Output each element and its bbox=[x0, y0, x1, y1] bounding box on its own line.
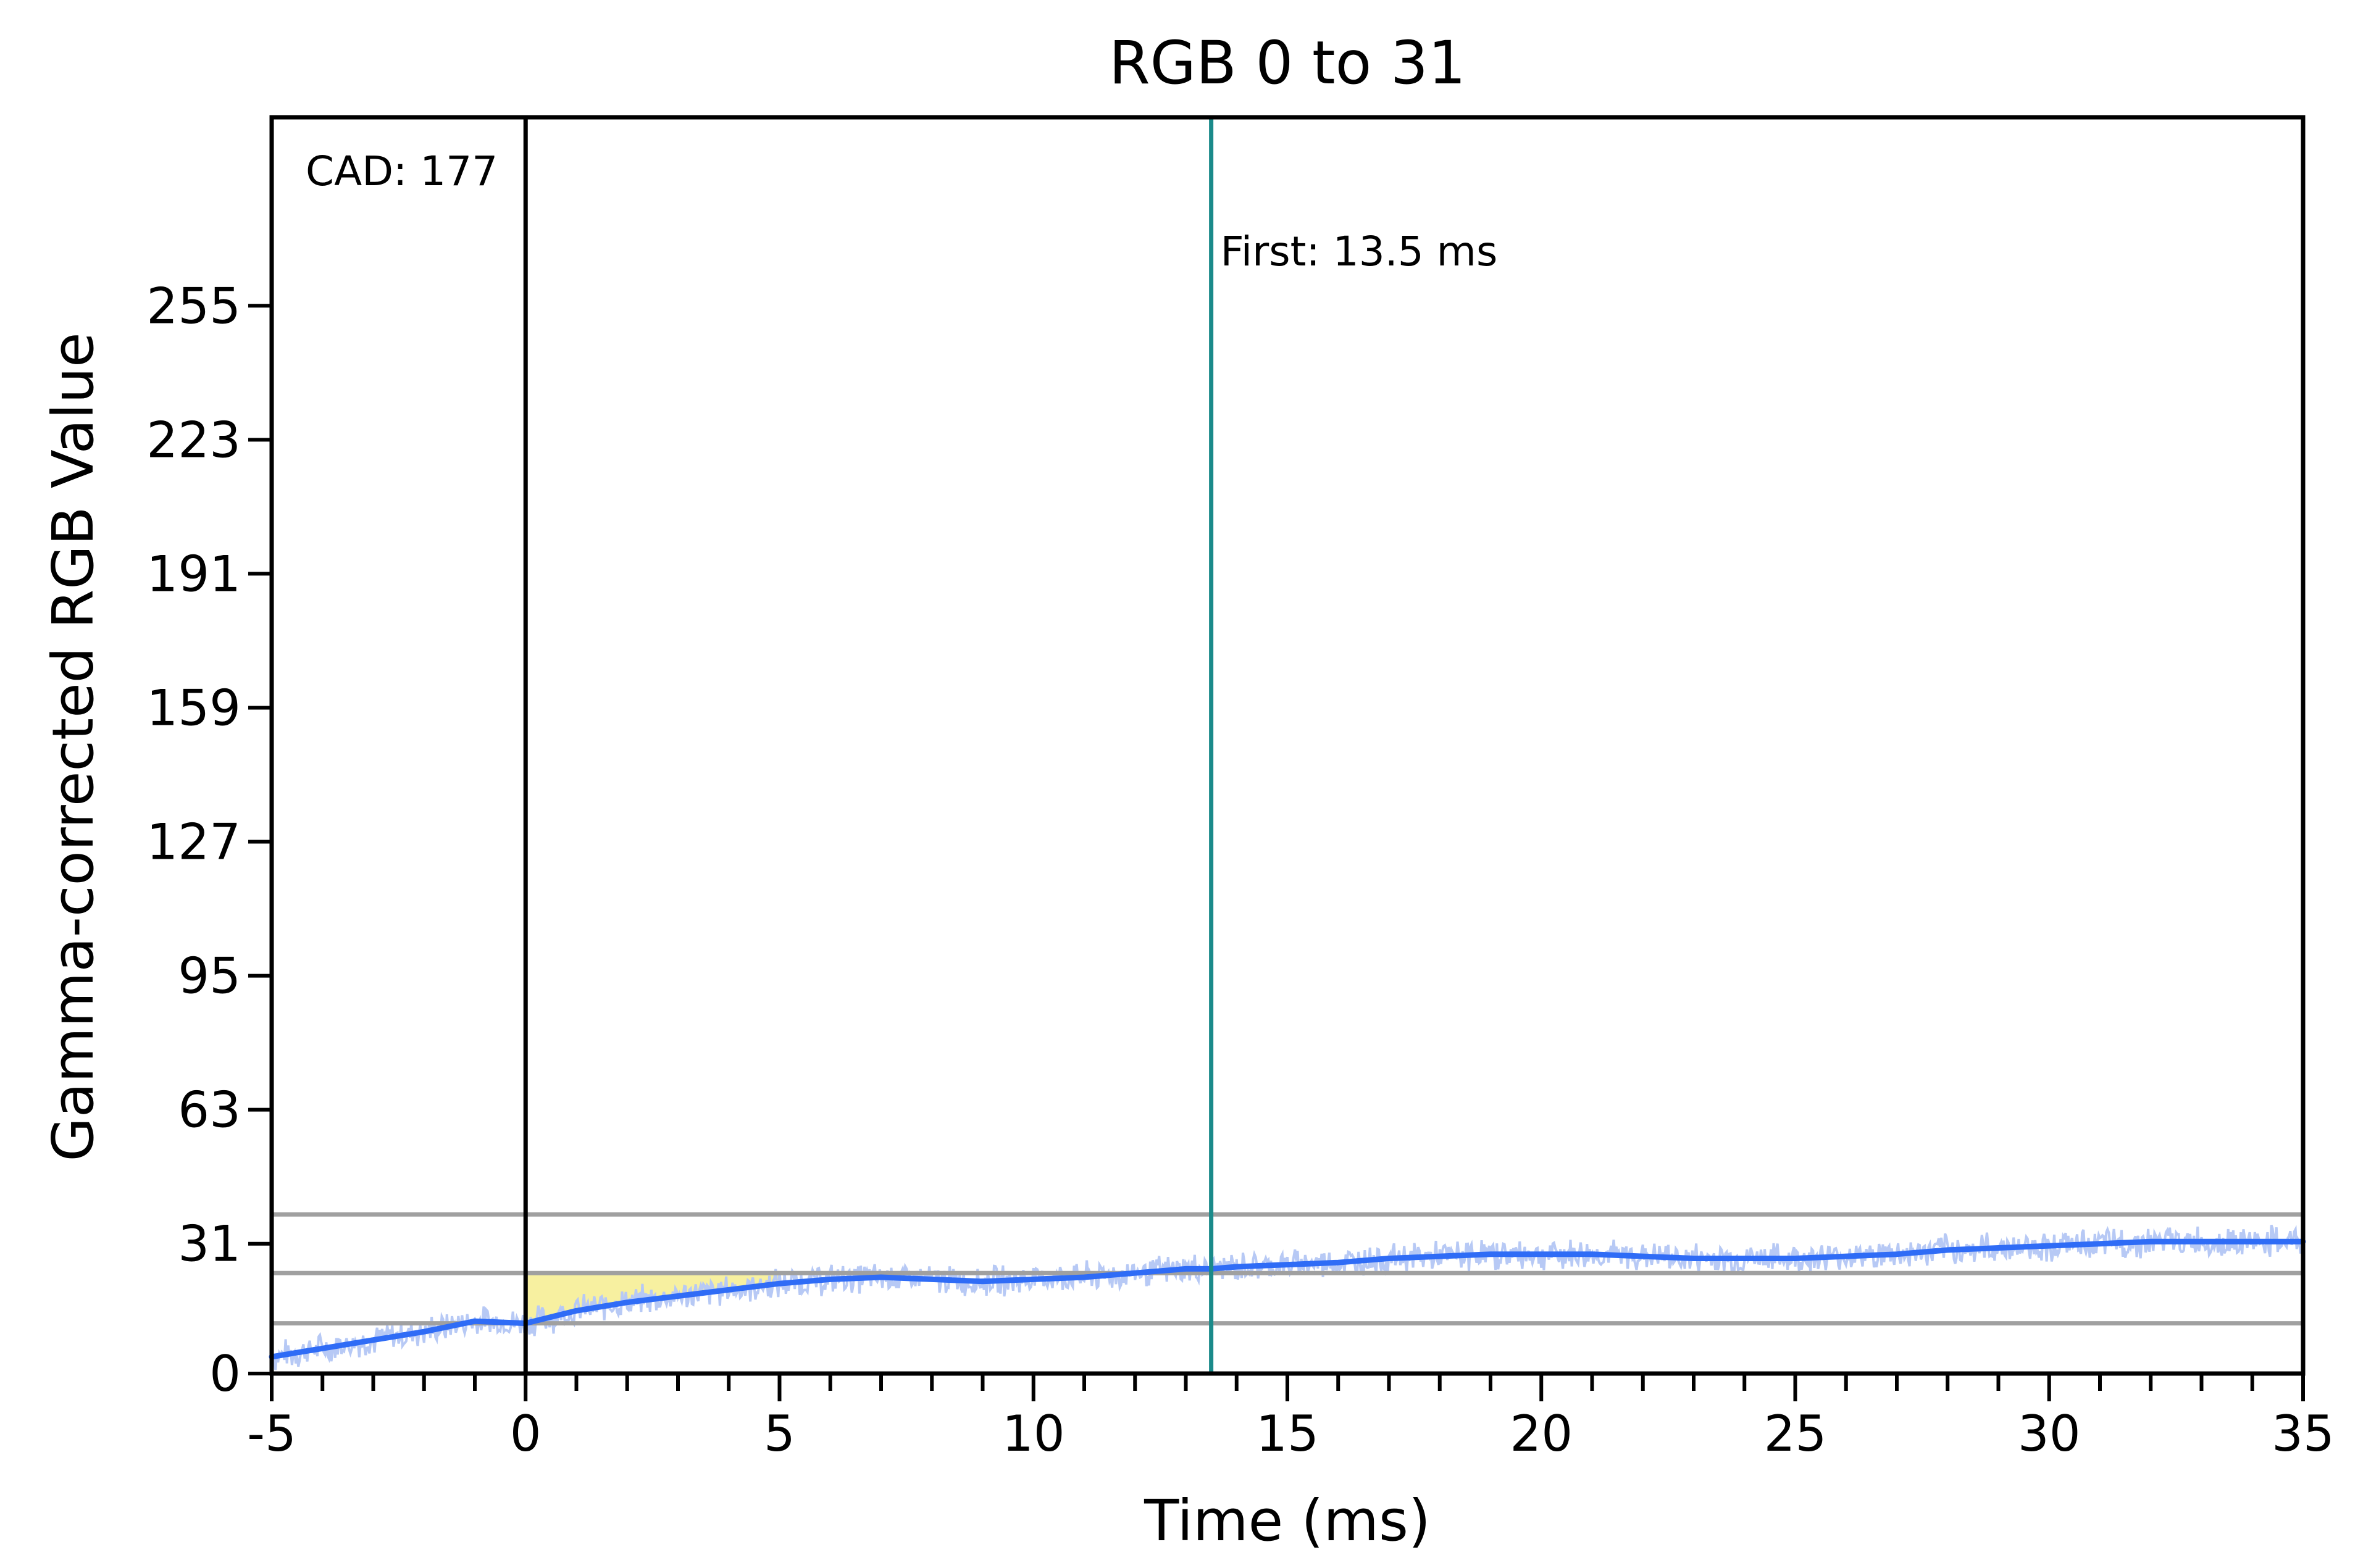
y-tick-label: 191 bbox=[146, 545, 241, 603]
x-tick-label: 35 bbox=[2272, 1405, 2335, 1462]
x-tick-label: 30 bbox=[2018, 1405, 2081, 1462]
x-tick-label: 25 bbox=[1764, 1405, 1827, 1462]
x-tick-label: 15 bbox=[1256, 1405, 1319, 1462]
y-tick-label: 127 bbox=[146, 814, 241, 871]
x-tick-label: 0 bbox=[510, 1405, 542, 1462]
x-axis-label: Time (ms) bbox=[1144, 1488, 1431, 1554]
y-tick-label: 255 bbox=[146, 277, 241, 335]
annotation-cad: CAD: 177 bbox=[306, 148, 498, 195]
x-tick-label: 5 bbox=[764, 1405, 795, 1462]
y-tick-label: 159 bbox=[146, 679, 241, 736]
x-tick-label: 20 bbox=[1510, 1405, 1573, 1462]
y-tick-label: 223 bbox=[146, 411, 241, 469]
x-tick-label: -5 bbox=[247, 1405, 296, 1462]
x-tick-label: 10 bbox=[1002, 1405, 1065, 1462]
y-tick-label: 0 bbox=[209, 1345, 241, 1403]
y-tick-label: 63 bbox=[178, 1082, 241, 1139]
series-line bbox=[269, 1238, 2306, 1360]
annotation-first: First: 13.5 ms bbox=[1221, 228, 1498, 275]
y-tick-label: 95 bbox=[178, 948, 241, 1005]
y-axis-label: Gamma-corrected RGB Value bbox=[40, 332, 106, 1161]
chart-title: RGB 0 to 31 bbox=[1109, 28, 1466, 98]
y-tick-label: 31 bbox=[178, 1216, 241, 1273]
